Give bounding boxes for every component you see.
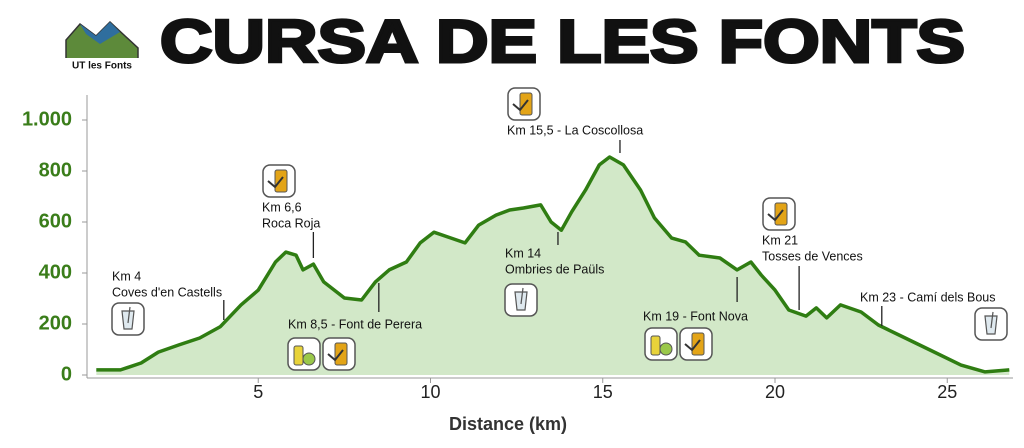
icon-food xyxy=(287,337,321,371)
icon-cup xyxy=(974,307,1008,341)
x-tick-label: 5 xyxy=(253,382,263,402)
annotation-text: Km 8,5 - Font de Perera xyxy=(288,317,422,331)
icon-drink xyxy=(762,197,796,231)
annotation-text: Tosses de Vences xyxy=(762,249,863,263)
logo-sky xyxy=(80,22,120,44)
straw xyxy=(520,287,524,305)
icon-frame xyxy=(287,337,321,371)
y-tick-label: 1.000 xyxy=(22,108,72,130)
y-tick-label: 0 xyxy=(61,363,72,385)
food-bottle xyxy=(650,335,661,356)
hand xyxy=(327,349,344,362)
straw xyxy=(127,306,131,324)
y-tick-label: 200 xyxy=(39,312,72,334)
annotation-text: Km 14 xyxy=(505,246,541,260)
icon-drink xyxy=(679,327,713,361)
x-tick-label: 15 xyxy=(593,382,613,402)
chart-title: CURSA DE LES FONTS xyxy=(160,8,965,75)
area-fill xyxy=(96,157,1010,375)
y-tick-label: 800 xyxy=(39,159,72,181)
icon-frame xyxy=(644,327,678,361)
fruit xyxy=(302,352,316,366)
annotation-text: Km 21 xyxy=(762,233,798,247)
annotation-text: Km 19 - Font Nova xyxy=(643,309,748,323)
x-tick-label: 25 xyxy=(937,382,957,402)
annotation-text: Km 4 xyxy=(112,269,141,283)
straw xyxy=(990,311,994,329)
icon-food xyxy=(644,327,678,361)
annotation-text: Km 23 - Camí dels Bous xyxy=(860,290,995,304)
icon-drink xyxy=(507,87,541,121)
annotation-text: Ombries de Paüls xyxy=(505,262,604,276)
hand xyxy=(767,209,784,222)
fruit xyxy=(659,342,673,356)
hand xyxy=(512,99,529,112)
icon-cup xyxy=(111,302,145,336)
x-tick-label: 10 xyxy=(420,382,440,402)
hand xyxy=(267,176,284,189)
icon-drink xyxy=(322,337,356,371)
logo-text: UT les Fonts xyxy=(72,61,132,72)
annotation-text: Coves d'en Castells xyxy=(112,285,222,299)
annotation-text: Km 6,6 xyxy=(262,200,302,214)
logo-band xyxy=(62,58,142,72)
annotation-text: Km 15,5 - La Coscollosa xyxy=(507,123,643,137)
annotation-text: Roca Roja xyxy=(262,216,320,230)
food-bottle xyxy=(293,345,304,366)
y-tick-label: 400 xyxy=(39,261,72,283)
icon-cup xyxy=(504,283,538,317)
x-axis-label: Distance (km) xyxy=(449,414,567,434)
y-tick-label: 600 xyxy=(39,210,72,232)
logo: UT les Fonts xyxy=(62,20,142,72)
profile-line xyxy=(96,155,1010,374)
x-tick-label: 20 xyxy=(765,382,785,402)
hand xyxy=(684,339,701,352)
icon-drink xyxy=(262,164,296,198)
